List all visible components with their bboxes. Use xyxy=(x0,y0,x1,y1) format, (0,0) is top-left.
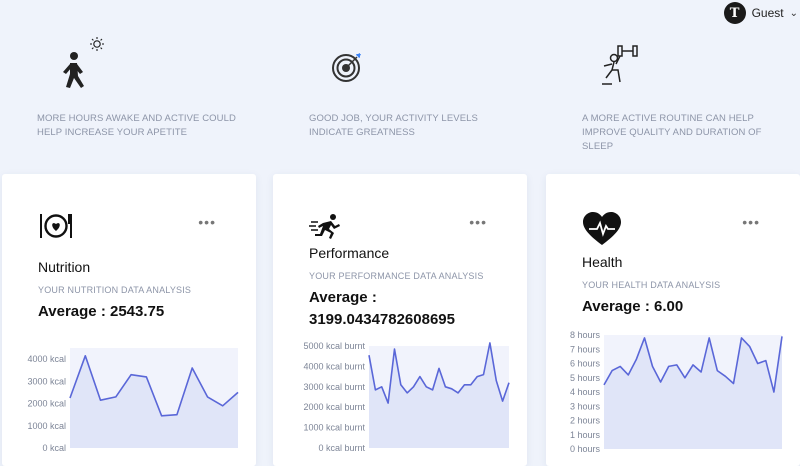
chevron-down-icon[interactable]: ⌄ xyxy=(789,7,798,19)
y-tick-label: 0 kcal burnt xyxy=(318,443,365,453)
performance-chart: 5000 kcal burnt 4000 kcal burnt 3000 kcal … xyxy=(303,341,510,453)
card-average: Average : 2543.75 xyxy=(38,303,165,320)
card-menu-button[interactable]: ••• xyxy=(469,214,487,230)
y-tick-label: 1 hours xyxy=(570,430,601,440)
tip-good-job: GOOD JOB, YOUR ACTIVITY LEVELS INDICATE … xyxy=(309,36,509,140)
y-tick-label: 2000 kcal burnt xyxy=(303,402,365,412)
performance-card: ••• Performance YOUR PERFORMANCE DATA AN… xyxy=(273,174,527,466)
card-title: Health xyxy=(582,254,623,270)
runner-icon xyxy=(309,212,345,245)
y-tick-label: 3 hours xyxy=(570,401,601,411)
health-card: ••• Health YOUR HEALTH DATA ANALYSIS Ave… xyxy=(546,174,800,466)
y-tick-label: 1000 kcal xyxy=(27,421,66,431)
tip-awake: MORE HOURS AWAKE AND ACTIVE COULD HELP I… xyxy=(37,36,237,140)
y-tick-label: 4000 kcal burnt xyxy=(303,361,365,371)
y-tick-label: 3000 kcal xyxy=(27,376,66,386)
series-area xyxy=(70,355,238,448)
y-tick-label: 4000 kcal xyxy=(27,354,66,364)
tip-text: A MORE ACTIVE ROUTINE CAN HELP IMPROVE Q… xyxy=(582,113,762,152)
series-line xyxy=(368,342,510,404)
walking-person-icon xyxy=(63,37,104,88)
heart-pulse-icon xyxy=(582,212,622,251)
y-tick-label: 2000 kcal xyxy=(27,399,66,409)
card-subtitle: YOUR PERFORMANCE DATA ANALYSIS xyxy=(309,271,484,281)
avatar: T xyxy=(723,2,746,24)
health-chart: 8 hours 7 hours 6 hours 5 hours 4 hours 3 hou… xyxy=(570,330,783,454)
plate-icon xyxy=(38,212,74,245)
tip-text: MORE HOURS AWAKE AND ACTIVE COULD HELP I… xyxy=(37,113,236,138)
card-subtitle: YOUR NUTRITION DATA ANALYSIS xyxy=(38,285,192,295)
y-tick-label: 3000 kcal burnt xyxy=(303,382,365,392)
nutrition-card: ••• Nutrition YOUR NUTRITION DATA ANALYS… xyxy=(2,174,256,466)
y-tick-label: 6 hours xyxy=(570,359,601,369)
y-tick-label: 0 hours xyxy=(570,444,601,454)
y-tick-label: 0 kcal xyxy=(42,443,66,453)
user-name: Guest xyxy=(751,6,784,20)
y-tick-label: 5 hours xyxy=(570,373,601,383)
card-title: Nutrition xyxy=(38,259,91,275)
target-icon xyxy=(332,53,361,82)
series-line xyxy=(69,354,239,417)
user-menu[interactable]: T Guest ⌄ xyxy=(723,0,800,26)
y-tick-label: 5000 kcal burnt xyxy=(303,341,365,351)
card-menu-button[interactable]: ••• xyxy=(198,214,216,230)
series-line xyxy=(603,336,783,393)
y-tick-label: 4 hours xyxy=(570,387,601,397)
card-menu-button[interactable]: ••• xyxy=(742,214,760,230)
tip-routine: A MORE ACTIVE ROUTINE CAN HELP IMPROVE Q… xyxy=(582,36,782,154)
card-title: Performance xyxy=(309,245,390,261)
card-average: Average : 6.00 xyxy=(582,298,684,315)
card-average: Average : 3199.0434782608695 xyxy=(309,289,455,328)
card-subtitle: YOUR HEALTH DATA ANALYSIS xyxy=(582,280,721,290)
y-tick-label: 8 hours xyxy=(570,330,601,340)
y-tick-label: 1000 kcal burnt xyxy=(303,423,365,433)
y-tick-label: 2 hours xyxy=(570,416,601,426)
nutrition-chart: 4000 kcal 3000 kcal 2000 kcal 1000 kcal 0 kc… xyxy=(27,348,239,453)
series-area xyxy=(369,342,509,448)
tip-text: GOOD JOB, YOUR ACTIVITY LEVELS INDICATE … xyxy=(309,113,478,138)
workout-icon xyxy=(602,45,638,85)
y-tick-label: 7 hours xyxy=(570,344,601,354)
